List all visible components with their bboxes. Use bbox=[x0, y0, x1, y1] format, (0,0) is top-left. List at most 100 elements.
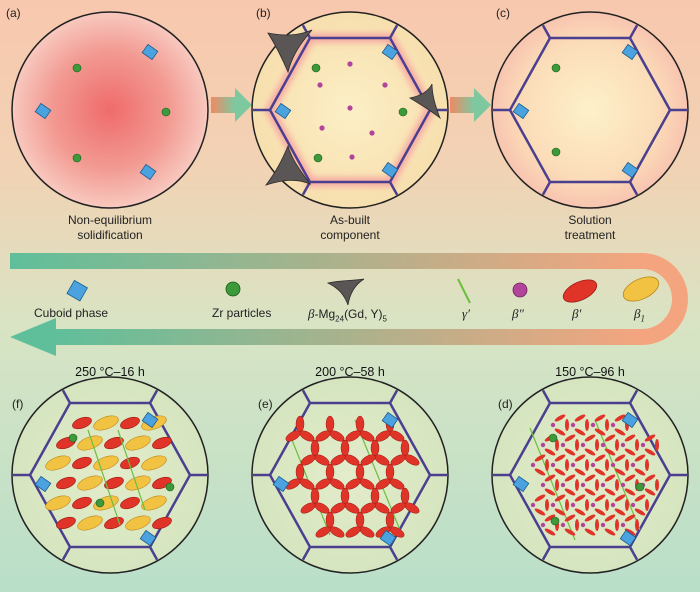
c-boundary-spoke bbox=[541, 24, 552, 39]
beta1-precipitate bbox=[77, 515, 103, 531]
beta-prime-precipitate bbox=[295, 415, 305, 433]
zr-particle bbox=[311, 63, 321, 73]
legend-beta-prime-label: β′ bbox=[572, 306, 582, 321]
panel-label-c: (c) bbox=[496, 6, 510, 20]
circle-e bbox=[251, 376, 449, 574]
beta-prime-precipitate bbox=[634, 508, 646, 516]
beta-prime-precipitate bbox=[564, 528, 576, 536]
b-boundary-spoke bbox=[388, 24, 399, 39]
beta-double-prime-particle bbox=[640, 442, 646, 448]
beta-prime-precipitate bbox=[575, 519, 579, 531]
beta1-precipitate bbox=[141, 495, 167, 511]
gamma-prime-plate bbox=[594, 419, 641, 531]
cuboid-phase bbox=[141, 411, 159, 429]
beta-prime-precipitate bbox=[325, 511, 335, 529]
beta-double-prime-particle bbox=[580, 482, 586, 488]
beta-prime-precipitate bbox=[564, 448, 576, 456]
beta-prime-precipitate bbox=[400, 439, 410, 457]
beta-double-prime-particle bbox=[620, 522, 626, 528]
beta-prime-precipitate bbox=[594, 468, 606, 476]
e-boundary-spoke bbox=[388, 389, 399, 404]
beta-prime-precipitate bbox=[624, 448, 636, 456]
beta-double-prime-particle bbox=[580, 442, 586, 448]
zr-particle bbox=[551, 147, 561, 157]
beta-prime-precipitate bbox=[614, 468, 626, 476]
beta-prime-precipitate bbox=[295, 463, 305, 481]
beta-prime-precipitate bbox=[300, 502, 316, 514]
f-boundary-spoke bbox=[148, 546, 159, 561]
gamma-prime-plate bbox=[87, 429, 121, 526]
cuboid-phase bbox=[381, 43, 399, 61]
cuboid-phase bbox=[139, 529, 157, 547]
cuboid-phase bbox=[512, 102, 530, 120]
beta-prime-precipitate bbox=[595, 519, 599, 531]
beta-prime-precipitate bbox=[594, 428, 606, 436]
beta-prime-precipitate bbox=[385, 511, 395, 529]
legend-zr-particles-label: Zr particles bbox=[212, 306, 272, 320]
beta-prime-precipitate bbox=[624, 474, 636, 482]
beta-prime-precipitate bbox=[635, 439, 639, 451]
beta1-precipitate bbox=[45, 455, 71, 471]
beta-prime-precipitate bbox=[604, 434, 616, 442]
beta-prime-precipitate bbox=[614, 454, 626, 462]
beta-prime-precipitate bbox=[545, 499, 549, 511]
beta-prime-precipitate bbox=[555, 439, 559, 451]
beta-prime-precipitate bbox=[554, 508, 566, 516]
beta-prime-precipitate bbox=[120, 456, 140, 470]
beta-prime-precipitate bbox=[574, 468, 586, 476]
beta-double-prime-particle bbox=[540, 442, 546, 448]
beta-prime-precipitate bbox=[355, 463, 365, 481]
beta-prime-precipitate bbox=[614, 414, 626, 422]
c-boundary-spoke bbox=[628, 181, 639, 196]
beta-prime-precipitate bbox=[594, 494, 606, 502]
cuboid-phase bbox=[381, 411, 399, 429]
beta-prime-precipitate bbox=[554, 454, 566, 462]
circle-c bbox=[491, 11, 689, 209]
zr-particle bbox=[550, 516, 560, 526]
zr-particle bbox=[165, 482, 175, 492]
beta-prime-precipitate bbox=[634, 454, 646, 462]
beta-prime-precipitate bbox=[120, 416, 140, 430]
beta-prime-precipitate bbox=[534, 454, 546, 462]
beta-prime-precipitate bbox=[604, 528, 616, 536]
beta-prime-precipitate bbox=[315, 526, 331, 538]
beta-prime-precipitate bbox=[544, 488, 556, 496]
beta-prime-precipitate bbox=[370, 487, 380, 505]
condition-f: 250 °C–16 h bbox=[75, 365, 145, 379]
flow-band-top bbox=[10, 253, 642, 269]
beta-prime-precipitate bbox=[545, 459, 549, 471]
beta-prime-precipitate bbox=[564, 514, 576, 522]
beta-double-prime-particle bbox=[600, 522, 606, 528]
beta-prime-precipitate bbox=[72, 416, 92, 430]
beta1-precipitate bbox=[125, 475, 151, 491]
zr-particle bbox=[635, 482, 645, 492]
beta-prime-precipitate bbox=[300, 454, 316, 466]
beta-prime-precipitate bbox=[615, 519, 619, 531]
arrow-b-to-c bbox=[450, 88, 491, 122]
beta-prime-precipitate bbox=[554, 428, 566, 436]
beta-prime-precipitate bbox=[355, 415, 365, 433]
beta-prime-precipitate bbox=[585, 459, 589, 471]
beta-double-prime-particle bbox=[560, 522, 566, 528]
beta-prime-precipitate bbox=[574, 414, 586, 422]
f-boundary-spoke bbox=[61, 389, 72, 404]
beta-double-prime-particle bbox=[382, 82, 388, 88]
zr-particle bbox=[398, 107, 408, 117]
cuboid-phase bbox=[139, 163, 157, 181]
beta-prime-precipitate bbox=[56, 476, 76, 490]
beta-mg24-phase bbox=[264, 144, 312, 186]
beta-prime-precipitate bbox=[615, 479, 619, 491]
beta-prime-precipitate bbox=[104, 436, 124, 450]
beta-prime-precipitate bbox=[584, 488, 596, 496]
beta-prime-precipitate bbox=[584, 434, 596, 442]
beta-mg24-phase bbox=[408, 83, 441, 120]
beta-prime-precipitate bbox=[534, 508, 546, 516]
beta-prime-precipitate bbox=[345, 430, 361, 442]
legend-beta-double-prime-label: β″ bbox=[512, 306, 524, 321]
circle-d bbox=[491, 376, 689, 574]
beta-prime-precipitate bbox=[554, 414, 566, 422]
circle-a bbox=[11, 11, 209, 209]
f-boundary-spoke bbox=[61, 546, 72, 561]
beta1-precipitate bbox=[45, 495, 71, 511]
beta-double-prime-particle bbox=[630, 462, 636, 468]
